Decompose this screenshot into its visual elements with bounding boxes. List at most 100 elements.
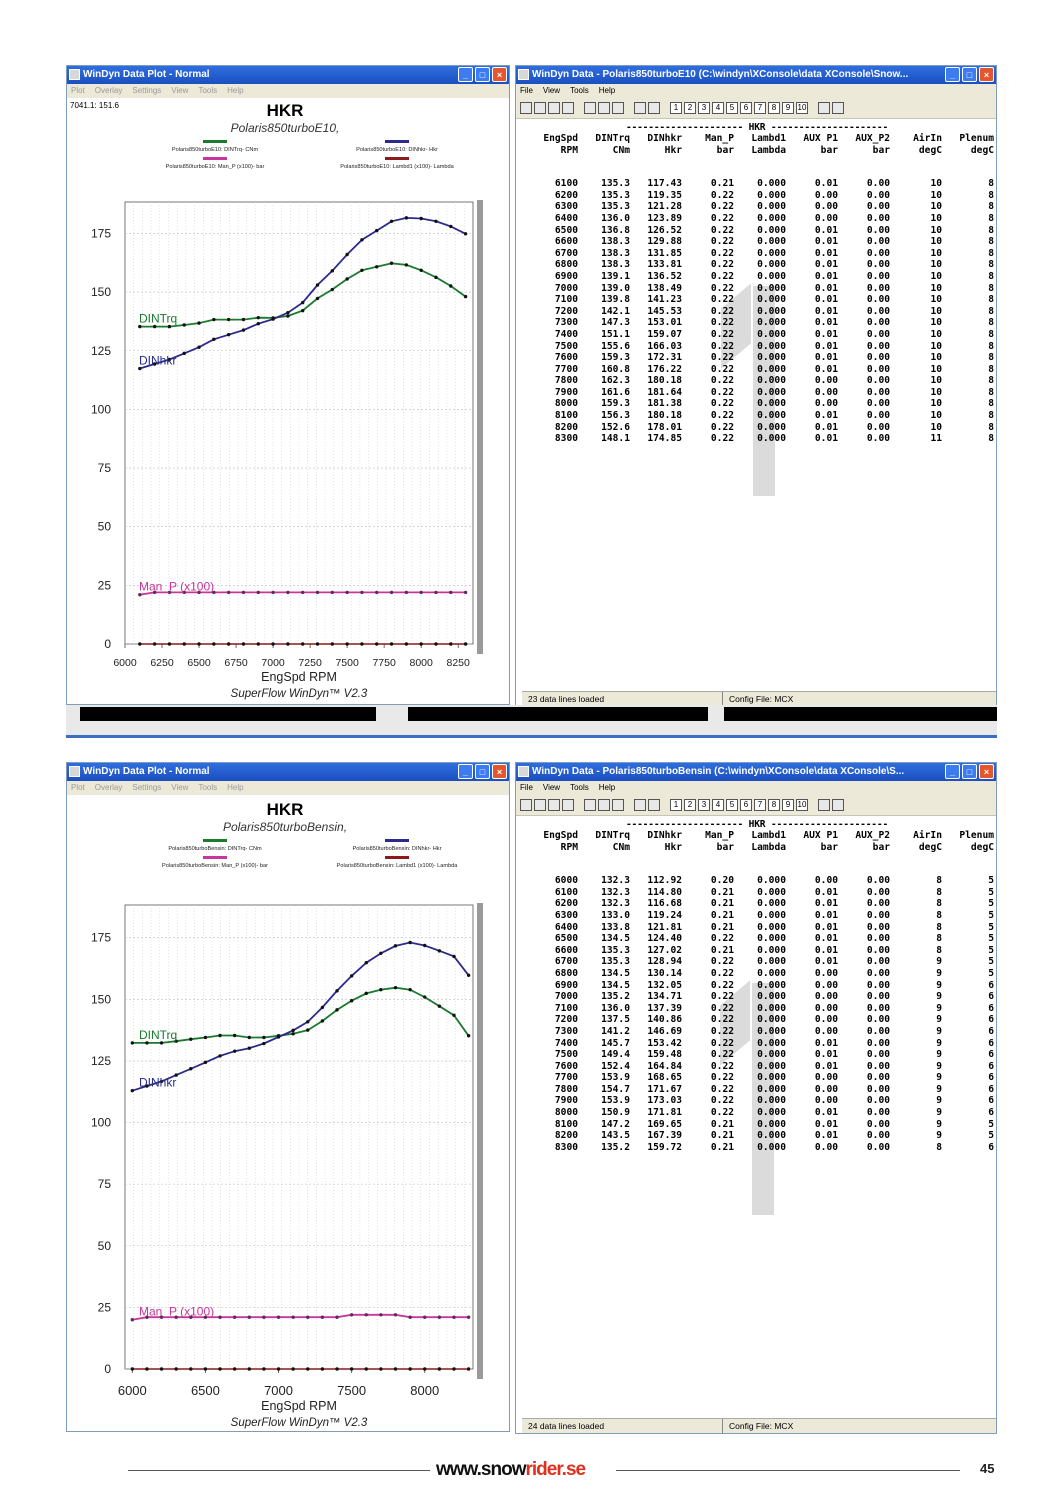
taskbar-button[interactable] [80, 707, 376, 721]
table-row: 7600 152.4 164.84 0.22 0.000 0.01 0.00 9 6 [526, 1061, 994, 1073]
minimize-button[interactable]: _ [458, 764, 473, 779]
run-slot-button[interactable]: 2 [684, 799, 696, 811]
menu-help[interactable]: Help [598, 783, 616, 792]
table-cell: 9 [936, 1002, 942, 1014]
menu-file[interactable]: File [520, 86, 533, 95]
chart-title: HKR [267, 800, 304, 819]
print-setup-icon[interactable] [548, 102, 560, 114]
minimize-button[interactable]: _ [458, 67, 473, 82]
menu-overlay[interactable]: Overlay [94, 86, 123, 95]
table-cell: 0.22 [710, 212, 734, 224]
chart-icon[interactable] [818, 102, 830, 114]
table-cell: 0.01 [814, 340, 838, 352]
run-slot-button[interactable]: 5 [726, 102, 738, 114]
taskbar-button[interactable] [408, 707, 708, 721]
save-icon[interactable] [534, 102, 546, 114]
grid-icon[interactable] [634, 102, 646, 114]
run-slot-button[interactable]: 4 [712, 102, 724, 114]
run-slot-button[interactable]: 7 [754, 102, 766, 114]
grid-icon[interactable] [634, 799, 646, 811]
menu-tools[interactable]: Tools [570, 783, 589, 792]
data-point [159, 1315, 164, 1319]
run-slot-button[interactable]: 1 [670, 102, 682, 114]
menu-tools[interactable]: Tools [198, 86, 218, 95]
folder-icon[interactable] [648, 102, 660, 114]
run-slot-button[interactable]: 2 [684, 102, 696, 114]
edit-icon[interactable] [612, 799, 624, 811]
open-icon[interactable] [520, 799, 532, 811]
run-slot-button[interactable]: 8 [768, 799, 780, 811]
data-point [364, 1313, 368, 1317]
data-point [167, 590, 172, 595]
maximize-button[interactable]: □ [962, 67, 977, 82]
chart-icon[interactable] [818, 799, 830, 811]
check-icon[interactable] [832, 799, 844, 811]
graph-icon[interactable] [598, 799, 610, 811]
taskbar-button[interactable] [724, 707, 997, 721]
table-cell: 6900 [554, 270, 578, 282]
run-slot-button[interactable]: 9 [782, 799, 794, 811]
menu-view[interactable]: View [542, 86, 561, 95]
menu-view[interactable]: View [171, 783, 189, 792]
printer-icon[interactable] [584, 799, 596, 811]
table-cell: 8 [936, 875, 942, 887]
maximize-button[interactable]: □ [475, 764, 490, 779]
maximize-button[interactable]: □ [962, 764, 977, 779]
check-icon[interactable] [832, 102, 844, 114]
open-icon[interactable] [520, 102, 532, 114]
menu-view[interactable]: View [542, 783, 561, 792]
x-tick-label: 7500 [335, 657, 359, 669]
table-cell: 6600 [554, 944, 578, 956]
table-cell: 5 [988, 909, 994, 921]
data-window-2: WinDyn Data - Polaris850turboBensin (C:\… [515, 762, 997, 1434]
menu-tools[interactable]: Tools [570, 86, 589, 95]
run-slot-button[interactable]: 4 [712, 799, 724, 811]
run-slot-button[interactable]: 10 [796, 102, 808, 114]
folder-icon[interactable] [648, 799, 660, 811]
menu-plot[interactable]: Plot [71, 86, 85, 95]
menu-help[interactable]: Help [227, 86, 244, 95]
close-button[interactable]: × [492, 764, 507, 779]
run-slot-button[interactable]: 3 [698, 102, 710, 114]
menu-tools[interactable]: Tools [198, 783, 218, 792]
close-button[interactable]: × [492, 67, 507, 82]
table-cell: 7000 [554, 991, 578, 1003]
run-slot-button[interactable]: 9 [782, 102, 794, 114]
maximize-button[interactable]: □ [475, 67, 490, 82]
column-header: EngSpd [543, 830, 578, 841]
data-point [226, 332, 231, 337]
minimize-button[interactable]: _ [945, 67, 960, 82]
run-slot-button[interactable]: 6 [740, 102, 752, 114]
printer-icon[interactable] [584, 102, 596, 114]
run-slot-button[interactable]: 5 [726, 799, 738, 811]
graph-icon[interactable] [598, 102, 610, 114]
run-slot-button[interactable]: 10 [796, 799, 808, 811]
menu-overlay[interactable]: Overlay [94, 783, 123, 792]
minimize-button[interactable]: _ [945, 764, 960, 779]
close-button[interactable]: × [979, 67, 994, 82]
menu-help[interactable]: Help [598, 86, 616, 95]
table-cell: 0.01 [814, 352, 838, 364]
menu-settings[interactable]: Settings [132, 86, 162, 95]
play-icon[interactable] [562, 799, 574, 811]
menu-view[interactable]: View [171, 86, 189, 95]
menu-help[interactable]: Help [227, 783, 244, 792]
print-setup-icon[interactable] [548, 799, 560, 811]
x-tick-label: 7750 [372, 657, 396, 669]
menu-settings[interactable]: Settings [132, 783, 162, 792]
run-slot-button[interactable]: 3 [698, 799, 710, 811]
run-slot-button[interactable]: 6 [740, 799, 752, 811]
run-slot-button[interactable]: 7 [754, 799, 766, 811]
run-slot-button[interactable]: 8 [768, 102, 780, 114]
save-icon[interactable] [534, 799, 546, 811]
close-button[interactable]: × [979, 764, 994, 779]
table-cell: 0.000 [757, 1118, 786, 1130]
table-cell: 0.00 [866, 433, 890, 445]
edit-icon[interactable] [612, 102, 624, 114]
menu-plot[interactable]: Plot [71, 783, 85, 792]
run-slot-button[interactable]: 1 [670, 799, 682, 811]
menu-file[interactable]: File [520, 783, 533, 792]
play-icon[interactable] [562, 102, 574, 114]
